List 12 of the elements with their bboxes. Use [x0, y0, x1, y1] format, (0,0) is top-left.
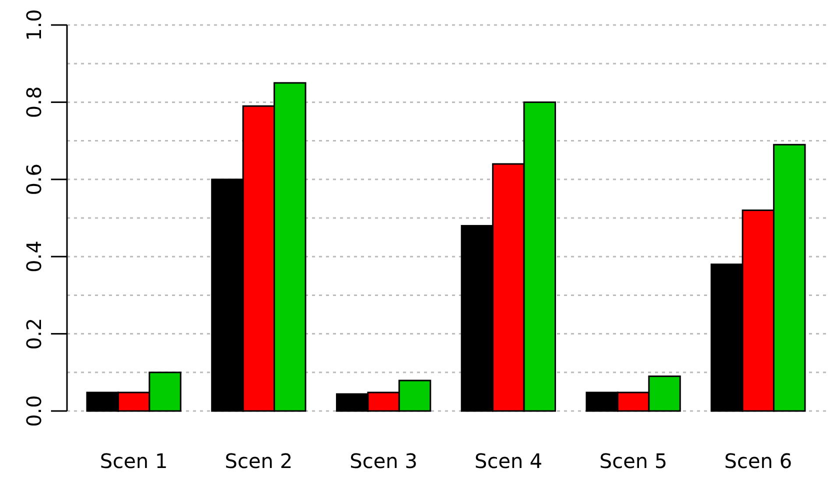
x-tick-label: Scen 2 [224, 449, 293, 473]
y-tick-label: 0.6 [22, 163, 46, 196]
x-tick-label: Scen 1 [100, 449, 168, 473]
x-tick-label: Scen 3 [350, 449, 418, 473]
x-tick-label: Scen 5 [599, 449, 668, 473]
x-tick-label: Scen 6 [724, 449, 792, 473]
y-tick-label: 0.0 [22, 395, 46, 427]
x-tick-label: Scen 4 [474, 449, 542, 473]
y-tick-label: 0.2 [22, 318, 46, 350]
y-tick-label: 0.8 [22, 86, 46, 118]
y-tick-label: 1.0 [22, 9, 46, 41]
y-tick-label: 0.4 [22, 240, 46, 273]
